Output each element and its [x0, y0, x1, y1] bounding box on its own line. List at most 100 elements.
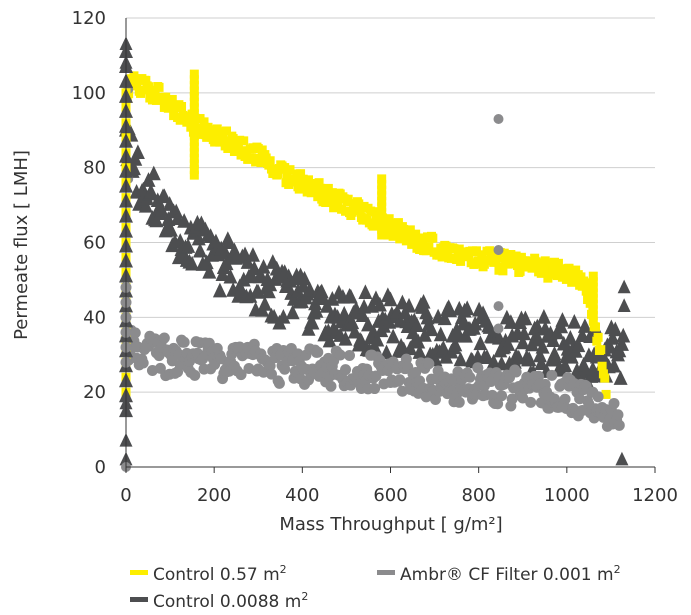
data-point [184, 115, 194, 125]
data-point-spike [189, 142, 199, 152]
data-point [185, 255, 200, 271]
data-point [383, 230, 393, 240]
data-point [354, 199, 364, 209]
data-point-spike [189, 92, 199, 102]
data-point [154, 82, 164, 92]
data-point [525, 336, 540, 352]
data-point [177, 213, 192, 228]
data-point-spike [377, 202, 387, 212]
data-point-spike [377, 180, 387, 190]
data-point [153, 350, 165, 362]
data-point [212, 282, 227, 298]
data-point [553, 258, 563, 268]
data-point [456, 256, 466, 266]
data-point [417, 327, 432, 342]
data-point [517, 325, 532, 341]
data-point [167, 94, 177, 104]
data-point-outlier [493, 301, 504, 312]
legend-swatch-control-057 [130, 570, 148, 575]
data-point [608, 397, 620, 409]
data-point [325, 291, 340, 306]
legend-sup-control-057: 2 [280, 563, 287, 576]
data-point-spike [189, 97, 199, 107]
data-point-spike [588, 310, 598, 320]
x-tick-label: 600 [373, 485, 407, 506]
data-point [383, 291, 398, 307]
data-point [327, 188, 337, 198]
data-point [535, 338, 550, 354]
data-point [233, 140, 243, 150]
data-point [534, 355, 549, 370]
data-point [396, 233, 406, 243]
data-point [302, 281, 317, 297]
data-point-spike [588, 288, 598, 298]
data-point [257, 296, 272, 311]
legend-swatch-control-00088 [130, 597, 148, 602]
data-point [297, 270, 312, 286]
data-point [315, 183, 325, 193]
data-point [482, 319, 497, 334]
data-point [555, 312, 570, 327]
legend-item-control-00088: Control 0.0088 m2 [130, 590, 308, 612]
data-point [402, 297, 417, 313]
data-point [437, 252, 447, 262]
data-point [527, 263, 537, 273]
data-point [536, 309, 551, 324]
data-point-spike [377, 185, 387, 195]
legend-label-control-057: Control 0.57 m [153, 565, 280, 585]
data-point [370, 207, 380, 217]
data-point-spike [588, 271, 598, 281]
data-point-spike [377, 213, 387, 223]
data-point [344, 350, 356, 362]
data-point [264, 360, 276, 372]
data-point [468, 315, 483, 331]
data-point [496, 390, 508, 402]
data-point [196, 123, 206, 133]
data-point [325, 380, 337, 392]
data-point [202, 263, 217, 279]
data-point [460, 300, 475, 316]
data-point-spike [189, 103, 199, 113]
data-point [314, 178, 324, 188]
data-point [416, 233, 426, 243]
data-point-spike [377, 196, 387, 206]
data-point [369, 383, 381, 395]
data-point [608, 321, 623, 337]
data-point-spike [189, 170, 199, 180]
data-point [229, 147, 239, 157]
data-point [379, 344, 394, 360]
legend-sup-ambr-cf: 2 [614, 563, 621, 576]
data-point [405, 225, 415, 235]
data-point [372, 296, 387, 312]
data-point [223, 268, 238, 284]
data-point-outlier [493, 114, 504, 125]
data-point [411, 229, 421, 239]
data-point-spike [189, 165, 199, 175]
data-point-spike [377, 208, 387, 218]
data-point [433, 326, 448, 342]
data-point [564, 263, 574, 273]
data-point [567, 313, 582, 329]
data-point [420, 309, 435, 325]
data-point [590, 322, 600, 332]
x-tick-label: 0 [120, 485, 131, 506]
data-point-spike [377, 224, 387, 234]
data-point-spike [189, 75, 199, 85]
data-point [312, 346, 324, 358]
data-point-spike [377, 219, 387, 229]
data-point [448, 336, 463, 352]
data-point [428, 233, 438, 243]
data-point [561, 274, 571, 284]
data-point [334, 349, 346, 361]
x-tick-label: 400 [285, 485, 319, 506]
data-point-spike [189, 108, 199, 118]
data-point-spike [189, 153, 199, 163]
data-point [485, 246, 495, 256]
data-point [158, 332, 170, 344]
legend-label-control-00088: Control 0.0088 m [153, 592, 301, 612]
data-point [370, 331, 385, 347]
data-point [546, 369, 558, 381]
data-point-spike [189, 80, 199, 90]
data-point-spike [588, 277, 598, 287]
